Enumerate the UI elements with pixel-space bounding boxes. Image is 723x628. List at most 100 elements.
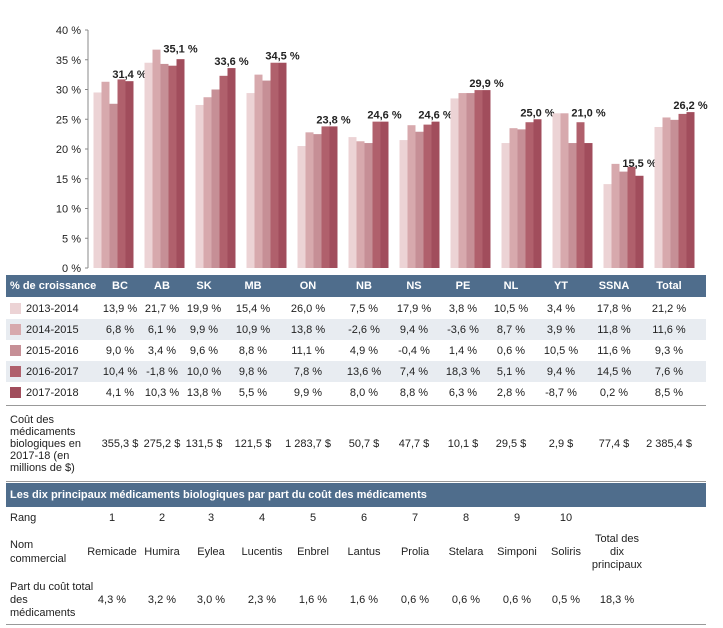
drug-name-cell: Prolia [400,546,430,558]
cost-cell: 2,9 $ [548,437,574,450]
table-cell: 11,1 % [291,344,325,357]
bar-YT-2016-2017 [576,122,585,268]
table-cell: 0,2 % [599,386,629,399]
top10-title: Les dix principaux médicaments biologiqu… [10,489,427,501]
data-label-PE: 29,9 % [469,78,503,90]
bar-PE-2017-2018 [482,90,491,268]
cost-cell: 29,5 $ [495,437,527,450]
y-tick-label: 40 % [56,25,81,37]
bar-ON-2015-2016 [313,134,322,268]
column-header-YT: YT [553,280,569,292]
bar-PE-2016-2017 [474,90,483,268]
rank-cell: 9 [513,512,521,524]
table-cell: 9,0 % [105,344,135,357]
bar-PE-2013-2014 [450,98,459,268]
share-label: Part du coût total des médicaments [10,580,94,619]
bar-NL-2016-2017 [525,122,534,268]
bar-Total-2016-2017 [678,113,687,269]
table-cell: 10,9 % [235,323,271,336]
table-cell: 26,0 % [290,302,326,315]
bar-AB-2013-2014 [144,62,153,268]
bar-Total-2014-2015 [662,117,671,268]
bar-SSNA-2015-2016 [619,171,628,268]
legend-swatch [10,366,21,377]
drug-name-cell: Stelara [448,546,484,558]
bar-YT-2013-2014 [552,113,561,268]
table-cell: 1,4 % [448,344,478,357]
table-cell: 7,5 % [349,302,379,315]
bar-NB-2013-2014 [348,137,357,268]
cost-cell: 77,4 $ [598,437,630,450]
table-cell: -8,7 % [545,386,577,399]
table-cell: 6,8 % [105,323,135,336]
table-cell: 8,5 % [654,386,684,399]
drug-name-cell: Remicade [87,546,137,558]
bar-BC-2017-2018 [125,81,134,268]
data-label-NB: 24,6 % [367,110,401,122]
bar-PE-2015-2016 [466,93,475,268]
bar-NS-2015-2016 [415,131,424,268]
share-cell: 4,3 % [97,594,127,606]
bar-AB-2017-2018 [176,59,185,268]
table-cell: 13,9 % [102,302,138,315]
drug-name-cell: Humira [144,546,180,558]
growth-row: 2016-2017 10,4 % -1,8 % 10,0 % 9,8 % 7,8 % 13,… [6,361,706,382]
table-cell: 19,9 % [186,302,222,315]
growth-row: 2013-2014 13,9 % 21,7 % 19,9 % 15,4 % 26,0 % 7… [6,298,706,319]
bar-AB-2015-2016 [160,63,169,268]
legend-swatch [10,303,21,314]
bar-SK-2017-2018 [227,68,236,268]
column-header-AB: AB [154,280,170,292]
bar-MB-2013-2014 [246,93,255,268]
bar-MB-2014-2015 [254,74,263,268]
y-tick-label: 0 % [62,263,81,275]
bar-ON-2014-2015 [305,132,314,268]
cost-row: Coût des médicaments biologiques en 2017… [6,405,706,482]
share-cell: 0,6 % [502,594,532,606]
column-header-NB: NB [356,280,372,292]
column-header-ON: ON [299,280,317,292]
table-cell: 10,5 % [493,302,529,315]
bar-NB-2015-2016 [364,143,373,268]
table-cell: 6,1 % [147,323,177,336]
table-cell: 11,6 % [597,344,631,357]
bar-BC-2013-2014 [93,92,102,268]
table-cell: -0,4 % [398,344,430,357]
rank-cell: 1 [108,512,116,524]
bar-Total-2017-2018 [686,112,695,268]
table-cell: 8,0 % [349,386,379,399]
column-header-BC: BC [112,280,128,292]
column-header-NS: NS [406,280,422,292]
bar-Total-2015-2016 [670,119,679,268]
table-cell: 13,8 % [186,386,222,399]
row-label: 2017-2018 [10,382,79,403]
table-cell: 11,8 % [597,323,631,336]
row-label-text: 2017-2018 [26,386,79,399]
cost-cell: 131,5 $ [185,437,223,450]
table-cell: 14,5 % [596,365,632,378]
share-cell: 0,6 % [451,594,481,606]
rank-cell: 4 [258,512,266,524]
table-cell: 13,8 % [290,323,326,336]
data-label-Total: 26,2 % [673,100,707,112]
rank-cell: 7 [411,512,419,524]
bar-YT-2015-2016 [568,143,577,268]
growth-row: 2015-2016 9,0 % 3,4 % 9,6 % 8,8 % 11,1 % 4,9 %… [6,340,706,361]
table-cell: 10,3 % [144,386,180,399]
bar-ON-2013-2014 [297,146,306,268]
bar-NL-2015-2016 [517,129,526,268]
y-tick-label: 15 % [56,174,81,186]
growth-row: 2014-2015 6,8 % 6,1 % 9,9 % 10,9 % 13,8 % -2,6… [6,319,706,340]
row-label: 2016-2017 [10,361,79,382]
bar-NS-2014-2015 [407,125,416,268]
share-cell: 1,6 % [349,594,379,606]
table-cell: 15,4 % [235,302,271,315]
share-cell: 2,3 % [247,594,277,606]
bar-BC-2016-2017 [117,79,126,268]
cost-cell: 355,3 $ [101,437,139,450]
table-cell: 9,9 % [293,386,323,399]
table-cell: 7,6 % [654,365,684,378]
row-label: 2015-2016 [10,340,79,361]
drug-name-cell: Soliris [551,546,581,558]
column-header-MB: MB [244,280,262,292]
